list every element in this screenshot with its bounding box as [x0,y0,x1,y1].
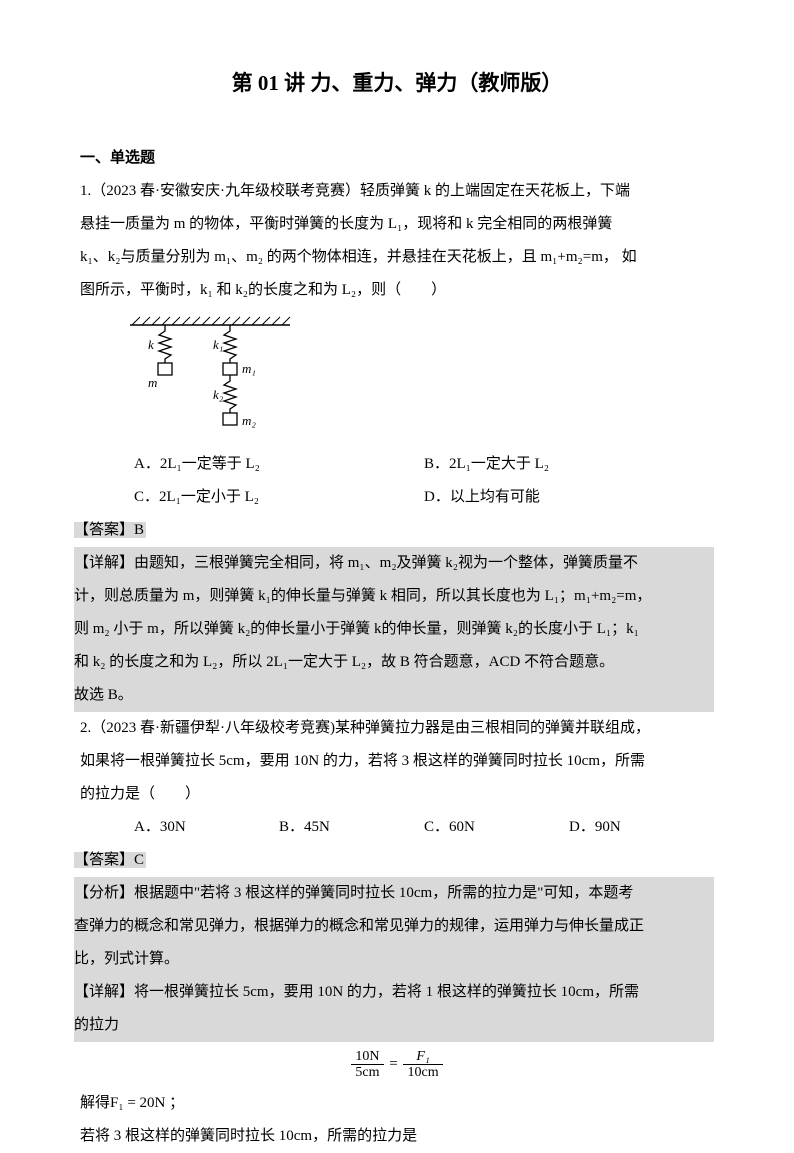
q1-line2: 悬挂一质量为 m 的物体，平衡时弹簧的长度为 L₁，现将和 k 完全相同的两根弹… [80,208,714,241]
q2-answer: 【答案】C [74,852,146,868]
q1-exp3: 则 m₂ 小于 m，所以弹簧 k₂的伸长量小于弹簧 k的伸长量，则弹簧 k₂的长… [74,613,714,646]
q2-line2: 如果将一根弹簧拉长 5cm，要用 10N 的力，若将 3 根这样的弹簧同时拉长 … [80,745,714,778]
frac-r-den: 10cm [403,1065,442,1080]
q2-opt-c: C．60N [424,811,569,844]
svg-text:k₂: k₂ [213,387,224,402]
q1-opt-d: D．以上均有可能 [424,481,714,514]
q1-options: A．2L₁一定等于 L₂ B．2L₁一定大于 L₂ C．2L₁一定小于 L₂ D… [80,448,714,514]
q2-opt-a: A．30N [134,811,279,844]
q2-opt-b: B．45N [279,811,424,844]
q2-options: A．30N B．45N C．60N D．90N [80,811,714,844]
frac-l-den: 5cm [351,1065,383,1080]
q2-solve: 解得F₁ = 20N ； [80,1087,714,1120]
spring-diagram: k m k₁ m₁ k₂ m₂ [120,313,300,433]
q1-answer: 【答案】B [74,522,146,538]
fraction-right: F₁ 10cm [403,1049,442,1081]
doc-title: 第 01 讲 力、重力、弹力（教师版） [80,60,714,106]
frac-l-num: 10N [351,1049,383,1065]
q1-opt-a: A．2L₁一定等于 L₂ [134,448,424,481]
q2-det2: 的拉力 [74,1009,714,1042]
fraction-left: 10N 5cm [351,1049,383,1081]
q1-opt-c: C．2L₁一定小于 L₂ [134,481,424,514]
svg-text:m₂: m₂ [242,413,256,428]
q2-line1: 2.（2023 春·新疆伊犁·八年级校考竞赛)某种弹簧拉力器是由三根相同的弹簧并… [80,712,714,745]
svg-text:k: k [148,337,154,352]
page: 第 01 讲 力、重力、弹力（教师版） 一、单选题 1.（2023 春·安徽安庆… [0,0,794,1123]
frac-r-num: F₁ [403,1049,442,1065]
q2-opt-d: D．90N [569,811,714,844]
q1-exp2: 计，则总质量为 m，则弹簧 k₁的伸长量与弹簧 k 相同，所以其长度也为 L₁；… [74,580,714,613]
q1-exp5: 故选 B。 [74,679,714,712]
q2-det1: 【详解】将一根弹簧拉长 5cm，要用 10N 的力，若将 1 根这样的弹簧拉长 … [74,976,714,1009]
q1-line3: k₁、k₂与质量分别为 m₁、m₂ 的两个物体相连，并悬挂在天花板上，且 m₁+… [80,241,714,274]
q1-line1: 1.（2023 春·安徽安庆·九年级校联考竞赛）轻质弹簧 k 的上端固定在天花板… [80,175,714,208]
q1-opt-b: B．2L₁一定大于 L₂ [424,448,714,481]
svg-text:m₁: m₁ [242,361,256,376]
q2-ana1: 【分析】根据题中"若将 3 根这样的弹簧同时拉长 10cm，所需的拉力是"可知，… [74,877,714,910]
equals-sign: = [389,1056,401,1072]
q1-line4: 图所示，平衡时，k₁ 和 k₂的长度之和为 L₂，则（ ） [80,274,714,307]
svg-text:m: m [148,375,157,390]
svg-text:k₁: k₁ [213,337,223,352]
q1-exp1: 【详解】由题知，三根弹簧完全相同，将 m₁、m₂及弹簧 k₂视为一个整体，弹簧质… [74,547,714,580]
equation: 10N 5cm = F₁ 10cm [80,1048,714,1081]
q1-exp4: 和 k₂ 的长度之和为 L₂，所以 2L₁一定大于 L₂，故 B 符合题意，AC… [74,646,714,679]
section-heading: 一、单选题 [80,142,714,175]
q2-ana2: 查弹力的概念和常见弹力，根据弹力的概念和常见弹力的规律，运用弹力与伸长量成正 [74,910,714,943]
q2-last: 若将 3 根这样的弹簧同时拉长 10cm，所需的拉力是 [80,1120,714,1153]
q2-line3: 的拉力是（ ） [80,778,714,811]
q2-ana3: 比，列式计算。 [74,943,714,976]
